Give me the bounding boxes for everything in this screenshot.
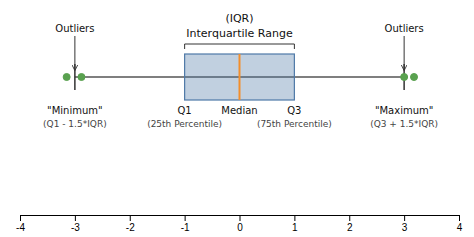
x-tick-label: -2 [126,222,135,233]
x-tick-mark [185,215,186,221]
x-tick: -2 [126,215,135,233]
stat-label: Q1 [178,105,192,116]
x-tick-mark [20,215,21,221]
stat-label: Median [221,105,257,116]
x-tick: -4 [16,215,25,233]
stat-sublabel: (75th Percentile) [257,119,332,129]
x-tick: -3 [71,215,80,233]
title-line: Interquartile Range [186,27,293,40]
box [185,54,295,100]
iqr-bracket [185,44,295,49]
x-tick-label: -1 [181,222,190,233]
outlier [411,74,418,81]
x-axis-line [21,216,460,222]
x-tick-label: 3 [402,222,408,233]
x-tick: 0 [237,215,243,233]
stat-label: "Maximum" [375,105,433,116]
x-tick-label: 4 [457,222,463,233]
x-tick-label: 1 [292,222,298,233]
outlier-label: Outliers [385,23,424,34]
x-tick-mark [130,215,131,221]
plot-area [63,54,417,100]
median-line [239,54,241,100]
chart: -4 -3 -2 -1 0 1 2 3 4 (IQR) Interquartile Range Out… [0,0,474,237]
stat-sublabel: (Q3 + 1.5*IQR) [370,119,438,129]
stat-label: Q3 [287,105,301,116]
x-tick-mark [240,215,241,221]
x-tick-label: -4 [16,222,25,233]
outlier-arrow [74,36,75,70]
stat-label: "Minimum" [47,105,103,116]
stat-sublabel: (25th Percentile) [147,119,222,129]
outlier-arrow [404,36,405,70]
x-tick-label: 2 [347,222,353,233]
outlier-label: Outliers [55,23,94,34]
outlier [63,74,70,81]
x-tick: 2 [347,215,353,233]
x-tick-mark [459,215,460,221]
x-tick-mark [294,215,295,221]
x-tick-mark [404,215,405,221]
title-line: (IQR) [225,12,253,25]
x-tick: 3 [402,215,408,233]
x-tick-mark [349,215,350,221]
x-tick-mark [75,215,76,221]
outlier [78,74,85,81]
stat-sublabel: (Q1 - 1.5*IQR) [43,119,107,129]
x-tick-label: -3 [71,222,80,233]
x-tick: -1 [181,215,190,233]
annotations: (IQR) Interquartile Range Outliers Outliers… [43,12,438,129]
x-axis: -4 -3 -2 -1 0 1 2 3 4 [16,215,463,233]
x-tick: 4 [457,215,463,233]
outlier [401,74,408,81]
x-tick: 1 [292,215,298,233]
x-tick-label: 0 [237,222,243,233]
